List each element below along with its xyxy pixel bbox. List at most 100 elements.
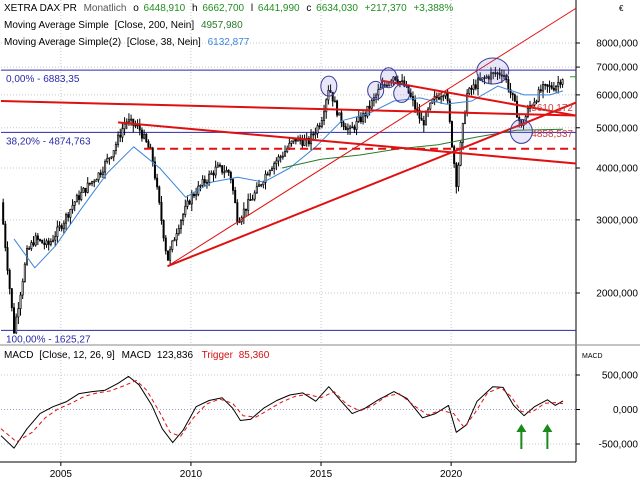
candle-body: [54, 236, 57, 241]
candle-body: [39, 239, 42, 241]
y-tick-label: 2000,000: [596, 289, 638, 300]
candle-body: [52, 239, 55, 242]
candle-body: [398, 81, 401, 84]
candle-body: [110, 156, 113, 159]
highlight-circle: [393, 83, 411, 103]
candle-body: [175, 233, 178, 241]
candle-body: [346, 128, 349, 131]
fib-level-label: 0,00% - 6883,35: [6, 74, 80, 85]
candle-body: [4, 223, 7, 248]
low-label: l: [251, 3, 253, 14]
candle-body: [531, 105, 534, 107]
candle-body: [166, 250, 169, 261]
candle-body: [318, 125, 321, 128]
ma1-legend: Moving Average Simple [Close, 200, Nein]…: [4, 20, 243, 31]
candle-body: [301, 140, 304, 146]
candle-body: [32, 242, 35, 246]
candle-body: [546, 84, 549, 87]
candle-body: [463, 112, 466, 124]
candle-body: [559, 81, 562, 85]
candle-body: [498, 72, 501, 76]
candle-body: [457, 164, 460, 187]
candle-body: [21, 281, 24, 296]
candle-body: [271, 168, 274, 171]
high-label: h: [192, 3, 198, 14]
trigger-legend-label: Trigger: [202, 350, 234, 361]
candle-body: [171, 240, 174, 250]
candle-body: [119, 134, 122, 138]
candle-body: [112, 150, 115, 158]
fib-level-label: 100,00% - 1625,27: [6, 334, 91, 345]
highlight-circle: [320, 75, 338, 97]
candle-body: [151, 147, 154, 163]
candle-body: [153, 161, 156, 179]
candle-body: [210, 172, 213, 175]
candle-body: [132, 118, 135, 126]
candle-body: [370, 100, 373, 109]
candle-body: [71, 205, 74, 210]
candle-body: [160, 201, 163, 221]
candle-body: [312, 133, 315, 136]
candle-body: [379, 87, 382, 91]
candle-body: [229, 172, 232, 180]
candle-body: [333, 100, 336, 103]
candle-body: [199, 185, 202, 187]
level-label: 4858,537: [531, 129, 573, 140]
candle-body: [392, 76, 395, 82]
candle-body: [190, 193, 193, 205]
candle-body: [162, 220, 165, 239]
candle-body: [555, 86, 558, 91]
candle-body: [106, 157, 109, 163]
candle-body: [28, 248, 31, 250]
close-value: 6634,030: [316, 3, 358, 14]
candle-body: [496, 72, 499, 75]
candle-body: [359, 116, 362, 123]
macd-tick-label: 0,000: [613, 405, 638, 416]
ma2-legend-label: Moving Average Simple(2): [4, 37, 121, 48]
x-tick-label: 2020: [440, 469, 463, 480]
candle-body: [368, 105, 371, 109]
candle-body: [130, 118, 133, 121]
candle-body: [323, 111, 326, 121]
candle-body: [75, 195, 78, 203]
candle-body: [329, 90, 332, 93]
macd-legend-label: MACD: [4, 350, 33, 361]
candle-body: [114, 143, 117, 151]
ma38-line: [13, 85, 564, 269]
y-tick-label: 5000,000: [596, 123, 638, 134]
instrument-title: XETRA DAX PR Monatlich o 6448,910 h 6662…: [4, 3, 453, 14]
high-value: 6662,700: [202, 3, 244, 14]
candle-body: [205, 181, 208, 184]
candle-body: [218, 164, 221, 167]
macd-legend-text: MACD [Close, 12, 26, 9] MACD 123,836 Tri…: [4, 350, 270, 361]
candle-body: [158, 186, 161, 203]
candle-body: [279, 156, 282, 158]
y-tick-label: 4000,000: [596, 164, 638, 175]
candle-body: [134, 124, 137, 127]
trendline: [117, 121, 577, 165]
trendline: [380, 79, 577, 117]
y-tick-label: 6000,000: [596, 90, 638, 101]
candle-body: [492, 72, 495, 74]
candle-body: [147, 141, 150, 148]
candle-body: [117, 134, 120, 145]
candle-body: [455, 163, 458, 187]
candle-body: [284, 151, 287, 157]
candle-body: [216, 164, 219, 168]
ma2-legend-value: 6132,877: [208, 37, 250, 48]
close-label: c: [306, 3, 311, 14]
trigger-line: [0, 380, 564, 443]
macd-legend-params: [Close, 12, 26, 9]: [39, 350, 115, 361]
candle-body: [208, 173, 211, 183]
candle-body: [385, 84, 388, 87]
candle-body: [481, 77, 484, 81]
candle-body: [251, 198, 254, 201]
y-tick-label: 3000,000: [596, 215, 638, 226]
candle-body: [177, 228, 180, 235]
candle-body: [221, 165, 224, 173]
candle-body: [507, 79, 510, 90]
candle-body: [10, 288, 13, 309]
macd-line: [0, 375, 564, 449]
candle-body: [409, 92, 412, 97]
